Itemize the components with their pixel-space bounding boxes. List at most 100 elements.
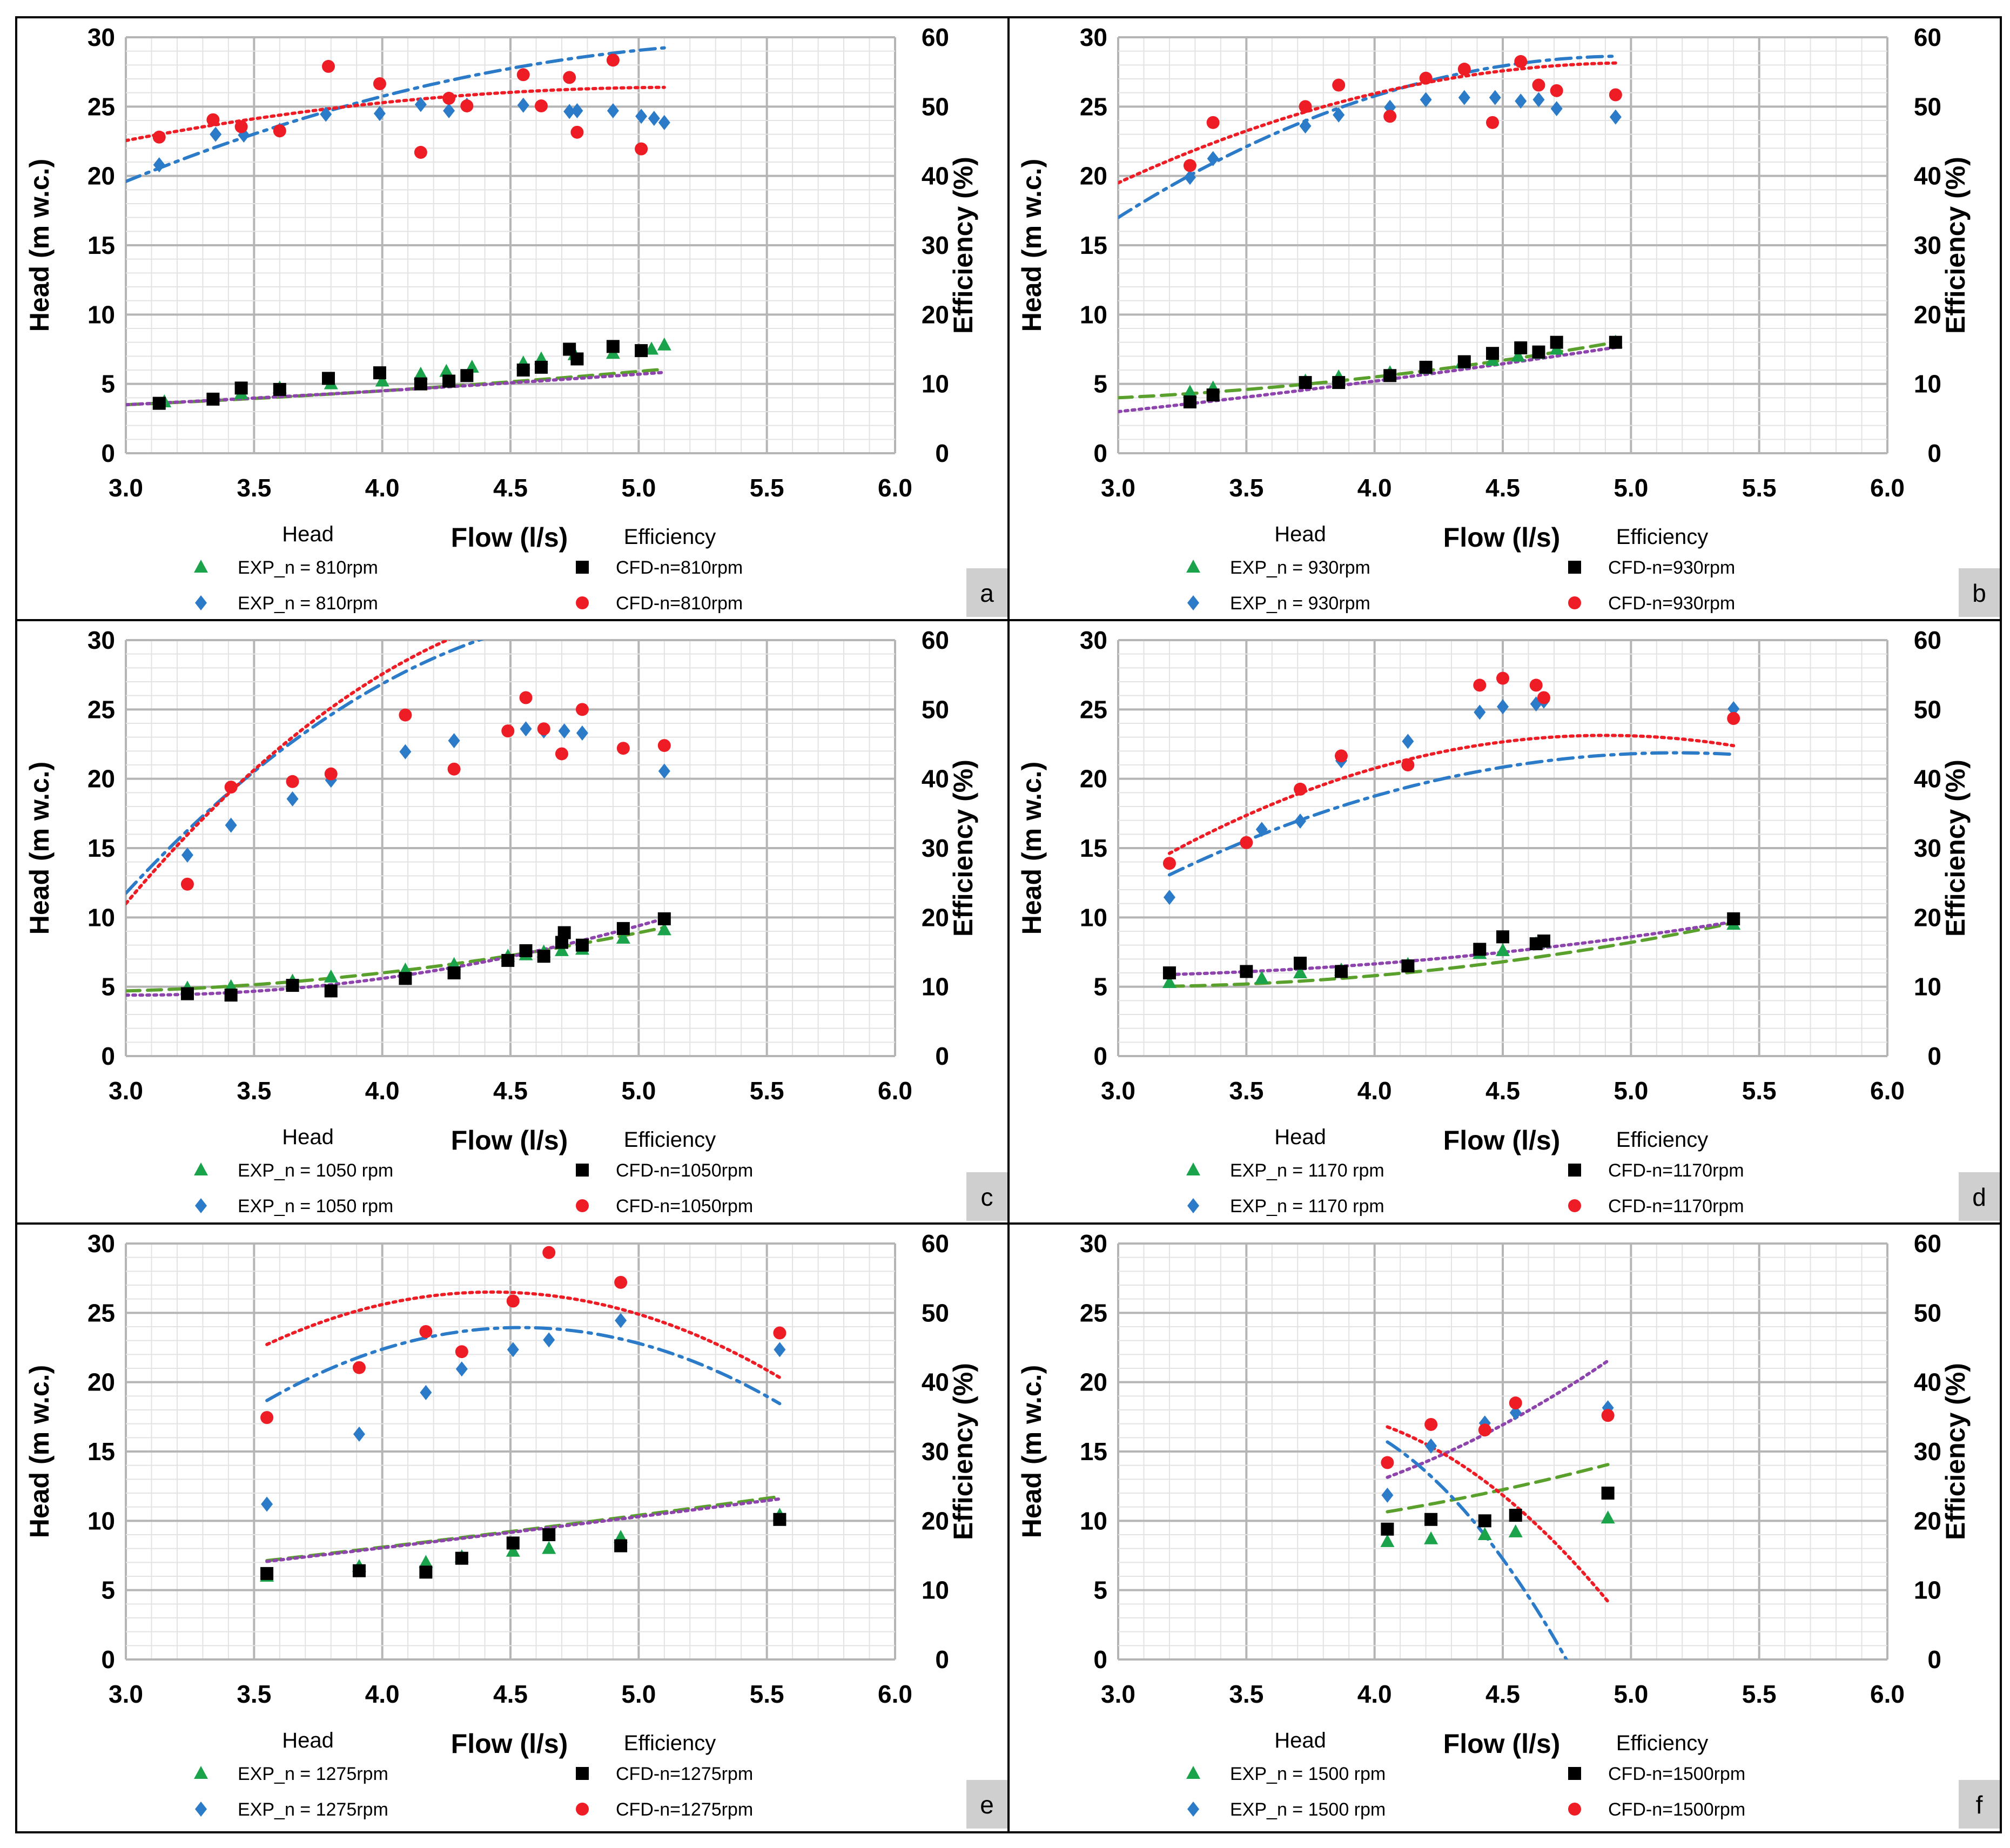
- legend-title-efficiency: Efficiency: [624, 1731, 716, 1755]
- x-axis-title: Flow (l/s): [451, 1729, 568, 1759]
- data-point-diamond: [1294, 813, 1307, 829]
- data-point-triangle: [375, 373, 389, 387]
- y2-axis-title: Efficiency (%): [1940, 760, 1971, 937]
- y2-axis-title: Efficiency (%): [1940, 157, 1971, 334]
- legend-marker-circle: [576, 1199, 589, 1212]
- data-point-square: [455, 1551, 468, 1565]
- data-point-triangle: [1380, 1534, 1395, 1547]
- x-tick-label: 6.0: [878, 1680, 912, 1708]
- y-tick-label: 25: [1080, 695, 1107, 723]
- y-tick-label: 5: [101, 370, 115, 398]
- data-point-diamond: [558, 723, 570, 739]
- y-tick-label: 10: [1080, 300, 1107, 328]
- data-point-square: [557, 926, 571, 939]
- data-point-square: [1294, 957, 1307, 970]
- trendlines: [265, 1290, 782, 1563]
- data-point-diamond: [181, 847, 193, 863]
- data-point-circle: [542, 1246, 556, 1259]
- panel-label: d: [1972, 1183, 1986, 1211]
- data-point-square: [506, 1536, 520, 1550]
- data-point-circle: [537, 722, 550, 736]
- legend: Head Efficiency EXP_n = 1050 rpm CFD-n=1050…: [194, 1125, 753, 1217]
- x-tick-label: 4.5: [493, 1680, 528, 1708]
- y-tick-label: 0: [101, 1042, 115, 1070]
- data-point-square: [460, 369, 474, 382]
- x-tick-label: 3.5: [1229, 1680, 1263, 1708]
- data-point-circle: [616, 742, 630, 755]
- legend-entry: CFD-n=1050rpm: [616, 1160, 753, 1181]
- y2-tick-label: 60: [1914, 23, 1941, 51]
- data-point-circle: [1537, 691, 1550, 704]
- data-point-square: [516, 364, 530, 377]
- data-point-square: [1473, 943, 1487, 956]
- y2-tick-label: 0: [1927, 1645, 1941, 1674]
- x-tick-label: 3.5: [237, 474, 271, 502]
- data-point-square: [519, 944, 533, 957]
- data-point-triangle: [1511, 348, 1525, 362]
- data-point-square: [1183, 395, 1196, 409]
- legend-entry: EXP_n = 810rpm: [238, 557, 378, 578]
- x-tick-label: 5.0: [621, 1077, 656, 1105]
- data-point-diamond: [1727, 701, 1740, 717]
- data-point-diamond: [1299, 118, 1312, 134]
- data-point-diamond: [443, 103, 455, 119]
- panel-frame: [1007, 1222, 2002, 1833]
- panel-tag: [966, 1172, 1007, 1221]
- legend-entry: EXP_n = 1170 rpm: [1230, 1196, 1384, 1217]
- data-point-diamond: [261, 1496, 273, 1512]
- data-point-diamond: [1550, 101, 1563, 117]
- legend-title-efficiency: Efficiency: [1616, 525, 1708, 549]
- data-point-square: [1383, 369, 1397, 382]
- trendline-y-dot: [1167, 920, 1736, 976]
- data-point-square: [180, 987, 194, 1000]
- panel-tag: [966, 1780, 1007, 1829]
- y-axis-title: Head (m w.c.): [1017, 159, 1047, 332]
- legend-entry: CFD-n=1275rpm: [616, 1799, 753, 1820]
- data-point-circle: [1457, 63, 1471, 76]
- y2-tick-label: 30: [922, 834, 949, 862]
- data-point-triangle: [1477, 1527, 1492, 1540]
- legend-entry: CFD-n=1050rpm: [616, 1196, 753, 1217]
- data-point-square: [1601, 1487, 1615, 1500]
- data-point-square: [1537, 934, 1550, 947]
- plot-grid: [1117, 36, 1888, 454]
- legend-marker-diamond: [1187, 595, 1199, 610]
- legend-title-head: Head: [282, 1125, 334, 1149]
- data-point-triangle: [324, 969, 338, 983]
- x-tick-label: 3.5: [1229, 474, 1263, 502]
- legend-entry: EXP_n = 1500 rpm: [1230, 1799, 1386, 1820]
- data-point-circle: [273, 124, 286, 138]
- data-point-circle: [206, 113, 220, 126]
- chart-panel-f: 3.0 3.5 4.0 4.5 5.0 5.5 6.0 0 5 10 15 20 25 30 0 10 20 30…: [1007, 1222, 2002, 1833]
- data-point-circle: [519, 691, 533, 704]
- data-point-circle: [1486, 116, 1500, 129]
- plot-grid: [1117, 1242, 1888, 1661]
- x-tick-label: 4.0: [1357, 474, 1392, 502]
- legend-marker-square: [1568, 1164, 1581, 1177]
- data-point-circle: [657, 739, 671, 752]
- data-point-diamond: [1333, 107, 1345, 123]
- x-tick-label: 4.5: [493, 474, 528, 502]
- data-point-diamond: [1489, 90, 1501, 105]
- panel-tag: [1959, 1172, 2000, 1221]
- legend: Head Efficiency EXP_n = 1500 rpm CFD-n=1500…: [1186, 1729, 1745, 1820]
- y2-tick-label: 50: [1914, 92, 1941, 120]
- data-point-diamond: [543, 1332, 555, 1348]
- legend-entry: EXP_n = 1500 rpm: [1230, 1764, 1386, 1784]
- y-tick-label: 10: [88, 1507, 115, 1535]
- data-point-circle: [321, 59, 335, 73]
- data-point-diamond: [576, 725, 588, 741]
- legend-marker-triangle: [194, 1162, 208, 1175]
- y-tick-label: 5: [1093, 973, 1107, 1001]
- x-tick-label: 4.0: [1357, 1680, 1392, 1708]
- data-point-circle: [414, 146, 427, 159]
- y2-tick-label: 60: [1914, 626, 1941, 654]
- data-point-square: [1496, 930, 1509, 944]
- data-point-triangle: [1424, 1531, 1438, 1544]
- legend-marker-circle: [576, 1803, 589, 1816]
- y-tick-label: 20: [88, 1368, 115, 1396]
- legend-marker-circle: [1568, 1803, 1581, 1816]
- x-tick-label: 3.5: [237, 1077, 271, 1105]
- trendline-y2-dot: [1118, 61, 1620, 185]
- x-tick-label: 6.0: [878, 474, 912, 502]
